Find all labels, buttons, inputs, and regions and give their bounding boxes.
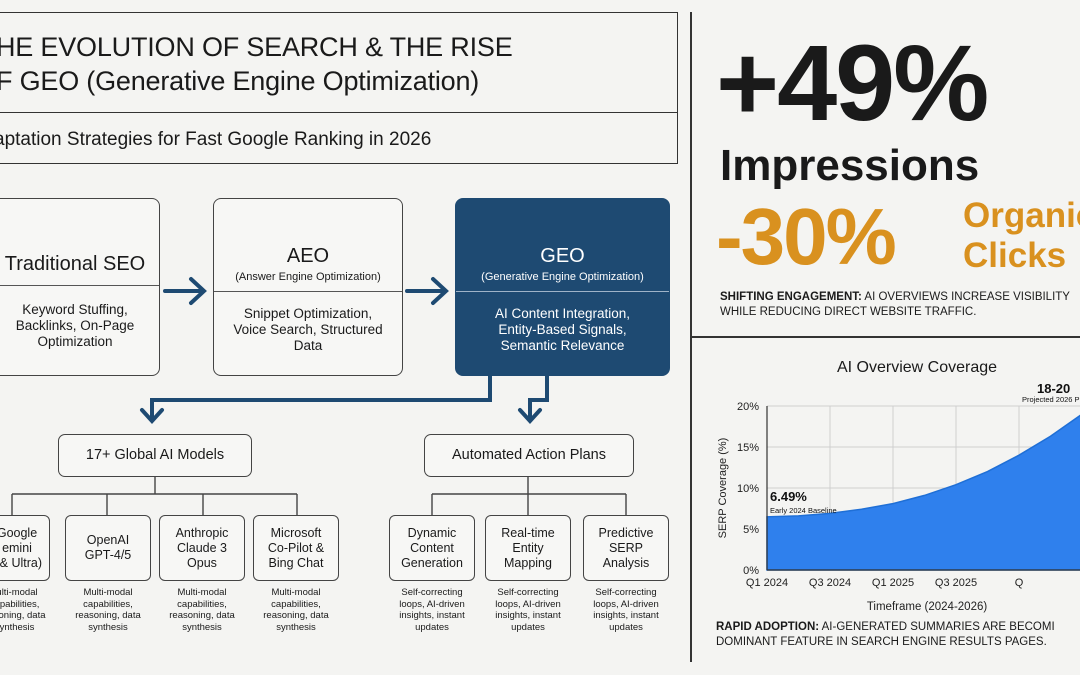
geo-description: AI Content Integration, Entity-Based Sig… [494, 306, 631, 353]
y-tick-label: 10% [737, 483, 759, 495]
y-tick-label: 0% [743, 565, 759, 577]
engagement-text-1: AI OVERVIEWS INCREASE VISIBILITY [861, 291, 1070, 303]
actions-heading: Automated Action Plans [424, 434, 634, 477]
title-line-1: HE EVOLUTION OF SEARCH & THE RISE [0, 32, 513, 62]
action-dynamic-caption: Self-correcting loops, AI-driven insight… [399, 587, 465, 633]
y-tick-label: 15% [737, 442, 759, 454]
ai-overview-coverage-chart: AI Overview Coverage 0% 5% 10% 15% 20% Q1 2024… [717, 359, 1080, 613]
model-google-caption: ulti-modal apabilities, asoning, data yn… [0, 587, 46, 633]
action-dynamic-content: Dynamic Content Generation [389, 515, 475, 581]
annotation-projected-value: 18-20 [1037, 381, 1070, 396]
adoption-bold: RAPID ADOPTION: [716, 621, 820, 633]
impressions-value: +49% [716, 22, 989, 143]
action-predictive-caption: Self-correcting loops, AI-driven insight… [593, 587, 659, 633]
annotation-baseline-label: Early 2024 Baseline [770, 506, 837, 515]
model-anthropic: Anthropic Claude 3 Opus [159, 515, 245, 581]
flow-connectors [11, 277, 627, 515]
model-openai: OpenAI GPT-4/5 [65, 515, 151, 581]
action-entity-mapping: Real-time Entity Mapping [485, 515, 571, 581]
y-tick-label: 20% [737, 401, 759, 413]
engagement-caption: SHIFTING ENGAGEMENT: AI OVERVIEWS INCREA… [720, 290, 1070, 320]
title-frame [0, 12, 678, 113]
adoption-text-2: DOMINANT FEATURE IN SEARCH ENGINE RESULT… [716, 636, 1047, 648]
x-tick-label: Q1 2025 [872, 577, 914, 589]
x-axis-label: Timeframe (2024-2026) [867, 601, 988, 613]
arrow-geo-to-actions [528, 374, 549, 420]
coverage-area-series [766, 414, 1080, 571]
model-google-gemini: Google emini ) & Ultra) [0, 515, 50, 581]
seo-box: Traditional SEO Keyword Stuffing, Backli… [0, 198, 160, 376]
geo-box: GEO (Generative Engine Optimization) AI … [455, 198, 670, 376]
chart-title: AI Overview Coverage [837, 359, 997, 376]
geo-subtitle: (Generative Engine Optimization) [481, 271, 644, 283]
seo-description: Keyword Stuffing, Backlinks, On-Page Opt… [15, 302, 135, 349]
action-entity-caption: Self-correcting loops, AI-driven insight… [495, 587, 561, 633]
x-tick-label: Q3 2025 [935, 577, 977, 589]
model-openai-caption: Multi-modal capabilities, reasoning, dat… [75, 587, 141, 633]
x-tick-label: Q [1015, 577, 1024, 589]
y-axis-label: SERP Coverage (%) [717, 438, 729, 539]
page-subtitle: aptation Strategies for Fast Google Rank… [0, 129, 432, 150]
model-anthropic-caption: Multi-modal capabilities, reasoning, dat… [169, 587, 235, 633]
arrow-geo-to-models [150, 374, 492, 420]
subtitle-divider [0, 112, 678, 164]
annotation-baseline-value: 6.49% [770, 489, 807, 504]
aeo-description: Snippet Optimization, Voice Search, Stru… [233, 306, 383, 353]
aeo-subtitle: (Answer Engine Optimization) [235, 271, 381, 283]
adoption-text-1: AI-GENERATED SUMMARIES ARE BECOMI [819, 621, 1055, 633]
x-tick-label: Q1 2024 [746, 577, 788, 589]
title-line-2: F GEO (Generative Engine Optimization) [0, 66, 480, 96]
geo-title: GEO [540, 245, 585, 267]
impressions-label: Impressions [720, 141, 980, 190]
y-tick-label: 5% [743, 524, 759, 536]
aeo-box: AEO (Answer Engine Optimization) Snippet… [213, 198, 403, 376]
clicks-value: -30% [716, 192, 897, 281]
clicks-label-1: Organic [963, 196, 1080, 235]
engagement-bold: SHIFTING ENGAGEMENT: [720, 291, 862, 303]
model-microsoft: Microsoft Co-Pilot & Bing Chat [253, 515, 339, 581]
annotation-projected-label: Projected 2026 P [1022, 395, 1080, 404]
engagement-text-2: WHILE REDUCING DIRECT WEBSITE TRAFFIC. [720, 306, 977, 318]
action-predictive-serp: Predictive SERP Analysis [583, 515, 669, 581]
model-microsoft-caption: Multi-modal capabilities, reasoning, dat… [263, 587, 329, 633]
right-horizontal-divider [690, 336, 1080, 338]
x-tick-label: Q3 2024 [809, 577, 851, 589]
page-title: HE EVOLUTION OF SEARCH & THE RISE F GEO … [0, 30, 513, 98]
models-heading: 17+ Global AI Models [58, 434, 252, 477]
seo-title: Traditional SEO [4, 253, 146, 275]
aeo-title: AEO [286, 245, 330, 267]
adoption-caption: RAPID ADOPTION: AI-GENERATED SUMMARIES A… [716, 620, 1055, 650]
clicks-label-2: Clicks [963, 236, 1067, 275]
